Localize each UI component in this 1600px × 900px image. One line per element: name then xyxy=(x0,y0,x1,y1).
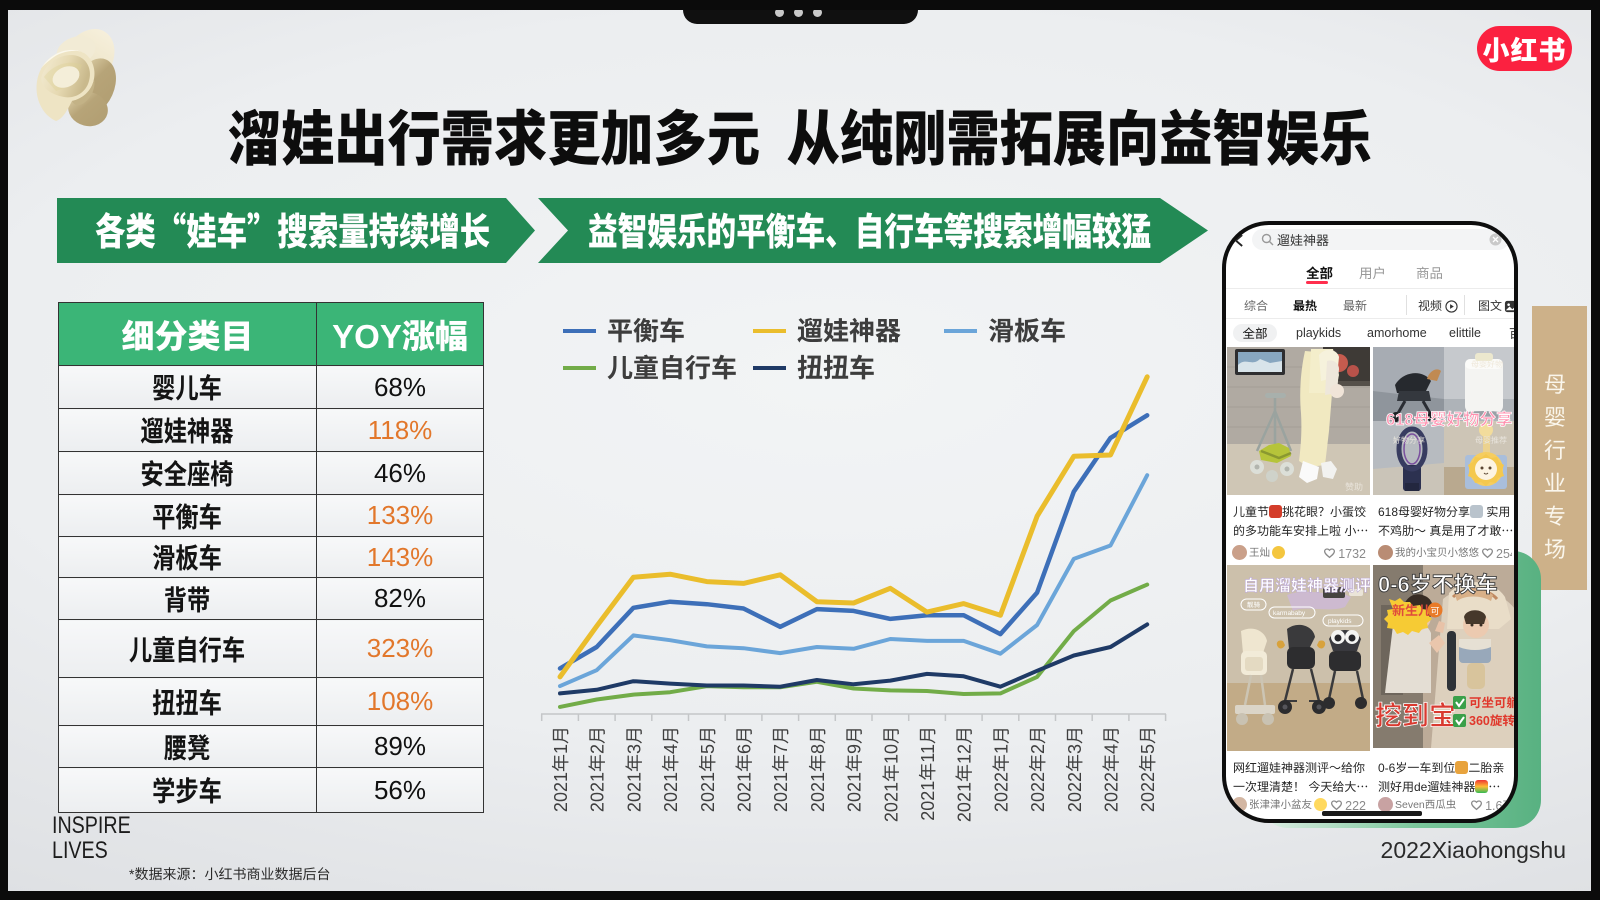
svg-text:母婴推荐: 母婴推荐 xyxy=(1475,435,1507,446)
svg-text:2021年2月: 2021年2月 xyxy=(584,726,610,812)
svg-text:2022年1月: 2022年1月 xyxy=(987,726,1013,812)
svg-text:可: 可 xyxy=(1431,604,1440,617)
svg-text:2022年3月: 2022年3月 xyxy=(1061,726,1087,812)
svg-text:2021年7月: 2021年7月 xyxy=(767,726,793,812)
svg-text:扭扭车: 扭扭车 xyxy=(797,348,875,385)
svg-text:360旋转: 360旋转 xyxy=(1469,710,1515,729)
svg-text:618母婴好物分享: 618母婴好物分享 xyxy=(1386,406,1513,430)
svg-text:2021年12月: 2021年12月 xyxy=(951,726,977,822)
svg-text:挖到宝: 挖到宝 xyxy=(1375,694,1456,733)
svg-text:靓骑: 靓骑 xyxy=(1247,599,1261,609)
svg-text:自用溜娃神器测评: 自用溜娃神器测评 xyxy=(1243,572,1370,596)
svg-text:遛娃神器: 遛娃神器 xyxy=(797,311,901,348)
svg-text:2022年5月: 2022年5月 xyxy=(1134,726,1160,812)
svg-text:2022年2月: 2022年2月 xyxy=(1024,726,1050,812)
svg-text:好物分享: 好物分享 xyxy=(1393,435,1425,446)
svg-text:平衡车: 平衡车 xyxy=(607,311,685,348)
svg-text:2021年9月: 2021年9月 xyxy=(841,726,867,812)
svg-text:2021年4月: 2021年4月 xyxy=(657,726,683,812)
svg-text:儿童自行车: 儿童自行车 xyxy=(607,348,737,385)
svg-text:可坐可躺: 可坐可躺 xyxy=(1469,692,1515,711)
svg-text:karmababy: karmababy xyxy=(1273,607,1306,617)
svg-text:滑板车: 滑板车 xyxy=(988,311,1066,348)
svg-text:2022年4月: 2022年4月 xyxy=(1098,726,1124,812)
svg-text:2021年10月: 2021年10月 xyxy=(877,726,903,822)
svg-text:2021年1月: 2021年1月 xyxy=(547,726,573,812)
svg-text:2021年8月: 2021年8月 xyxy=(804,726,830,812)
svg-text:0-6岁不换车: 0-6岁不换车 xyxy=(1378,567,1498,599)
svg-text:playkids: playkids xyxy=(1328,615,1352,625)
svg-text:2021年6月: 2021年6月 xyxy=(731,726,757,812)
svg-text:2021年5月: 2021年5月 xyxy=(694,726,720,812)
svg-text:新生儿: 新生儿 xyxy=(1392,600,1431,619)
svg-text:2021年11月: 2021年11月 xyxy=(914,726,940,821)
svg-text:2021年3月: 2021年3月 xyxy=(620,726,646,812)
svg-text:赞助: 赞助 xyxy=(1345,480,1363,493)
svg-text:母婴好物: 母婴好物 xyxy=(1471,359,1503,370)
